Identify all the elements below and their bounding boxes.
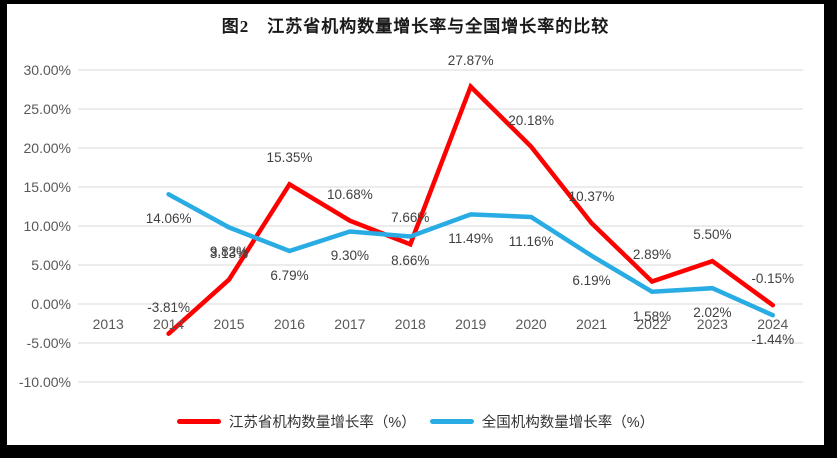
chart-canvas: 图2 江苏省机构数量增长率与全国增长率的比较 30.00% 25.00% 20.00… bbox=[7, 4, 824, 445]
y-axis-tick-label: -5.00% bbox=[26, 335, 71, 351]
y-axis-tick-label: 20.00% bbox=[23, 140, 71, 156]
x-axis-tick-label: 2014 bbox=[153, 316, 185, 332]
y-axis-tick-label: 0.00% bbox=[31, 296, 71, 312]
x-axis-tick-label: 2024 bbox=[757, 316, 789, 332]
legend: 江苏省机构数量增长率（%） 全国机构数量增长率（%） bbox=[7, 408, 824, 434]
x-axis-tick-label: 2016 bbox=[273, 316, 306, 332]
data-label: 10.37% bbox=[568, 189, 615, 205]
legend-item-national: 全国机构数量增长率（%） bbox=[429, 411, 655, 432]
data-label: 9.30% bbox=[330, 248, 370, 264]
y-axis-tick-label: 10.00% bbox=[23, 218, 71, 234]
series-line-jiangsu bbox=[166, 82, 776, 336]
x-axis-tick-label: 2019 bbox=[455, 316, 487, 332]
national-line-swatch-icon bbox=[429, 418, 474, 424]
jiangsu-line-swatch-icon bbox=[176, 418, 221, 424]
y-axis-tick-label: -10.00% bbox=[18, 374, 71, 390]
legend-label-jiangsu: 江苏省机构数量增长率（%） bbox=[228, 414, 416, 431]
x-axis-tick-label: 2013 bbox=[92, 316, 124, 332]
x-axis-tick-label: 2018 bbox=[394, 316, 426, 332]
x-axis-tick-label: 2017 bbox=[334, 316, 366, 332]
chart-svg bbox=[78, 69, 803, 383]
data-label: 15.35% bbox=[266, 150, 313, 166]
chart-title: 图2 江苏省机构数量增长率与全国增长率的比较 bbox=[221, 17, 610, 36]
legend-label-national: 全国机构数量增长率（%） bbox=[481, 414, 655, 431]
legend-item-jiangsu: 江苏省机构数量增长率（%） bbox=[176, 411, 416, 432]
data-label: 7.66% bbox=[391, 210, 430, 226]
y-axis-tick-label: 25.00% bbox=[23, 101, 71, 117]
data-label: 1.58% bbox=[632, 308, 672, 324]
data-label: 5.50% bbox=[693, 227, 732, 243]
y-axis-tick-label: 5.00% bbox=[31, 257, 71, 273]
data-label: 27.87% bbox=[447, 52, 494, 68]
data-label: 6.79% bbox=[270, 268, 309, 284]
y-axis-tick-label: 30.00% bbox=[23, 62, 71, 78]
data-label: 20.18% bbox=[508, 112, 555, 128]
data-label: 11.49% bbox=[448, 231, 494, 247]
data-label: 2.89% bbox=[632, 247, 672, 263]
series-line-national bbox=[166, 192, 776, 318]
data-label: 8.66% bbox=[391, 253, 430, 269]
data-label: 11.16% bbox=[508, 233, 554, 249]
data-label: 10.68% bbox=[326, 186, 373, 202]
data-label: -0.15% bbox=[751, 271, 795, 287]
plot-area: 30.00% 25.00% 20.00% 15.00% 10.00% 5.00% 0.00%… bbox=[7, 4, 824, 445]
data-label: 6.19% bbox=[572, 272, 611, 288]
y-axis-tick-label: 15.00% bbox=[23, 179, 71, 195]
data-label: 2.02% bbox=[693, 305, 732, 321]
x-axis-tick-label: 2015 bbox=[213, 316, 245, 332]
data-label: -3.81% bbox=[147, 299, 191, 315]
x-axis-tick-label: 2022 bbox=[636, 316, 668, 332]
data-label: 14.06% bbox=[145, 211, 192, 227]
data-label: 9.82% bbox=[209, 244, 249, 260]
data-label: 3.13% bbox=[209, 245, 249, 261]
data-label: -1.44% bbox=[751, 332, 795, 348]
x-axis-tick-label: 2020 bbox=[515, 316, 547, 332]
x-axis-tick-label: 2021 bbox=[575, 316, 608, 332]
x-axis-tick-label: 2023 bbox=[696, 316, 728, 332]
